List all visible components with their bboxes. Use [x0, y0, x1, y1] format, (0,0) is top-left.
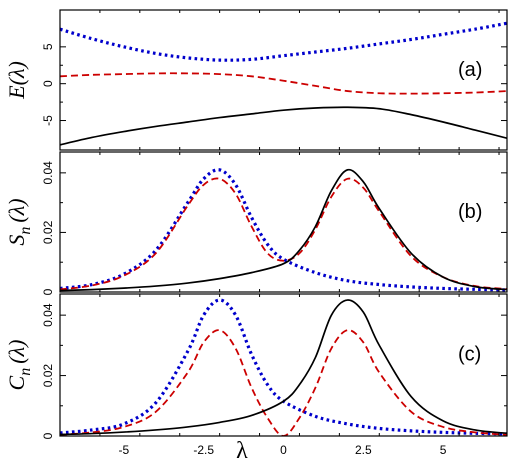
panel-b: 0 0.02 0.04 (b) Sn (λ) [4, 151, 508, 295]
y-tick-label: -5 [41, 115, 55, 126]
series-line-solid [60, 168, 507, 292]
series-line-solid [60, 299, 507, 436]
x-tick-label: -5 [119, 443, 130, 457]
series-line-dotted [60, 298, 507, 436]
series-group [60, 298, 507, 436]
y-axis-label: Cn (λ) [4, 340, 34, 391]
series-line-dotted [60, 21, 507, 62]
panel-label: (c) [458, 344, 481, 366]
y-tick-label: 5 [41, 43, 55, 50]
panel-a: -5 0 5 (a) E(λ) [4, 9, 508, 151]
y-tick-label: 0.02 [41, 220, 55, 244]
y-axis-label-subscript: n [17, 368, 34, 376]
panel-label: (a) [458, 59, 482, 81]
y-tick-label: 0 [41, 432, 55, 439]
panel-c: 0 0.02 0.04 (c) Cn (λ) -5 -2.5 0 2.5 5 λ [4, 293, 508, 464]
x-tick-label: 0 [280, 443, 287, 457]
x-tick-label: 2.5 [355, 443, 372, 457]
y-axis-label: E(λ) [4, 61, 29, 100]
y-axis-label-main: S [4, 235, 29, 246]
plot-frame [59, 293, 508, 437]
y-tick-label: 0 [41, 288, 55, 295]
y-axis-label: Sn (λ) [4, 198, 34, 245]
series-group [60, 21, 507, 146]
y-tick-label: 0.02 [41, 364, 55, 388]
plot-frame [59, 9, 508, 151]
series-line-dashed [60, 329, 507, 436]
panel-label: (b) [458, 201, 482, 223]
y-axis-label-main: C [4, 375, 29, 390]
y-axis-label-subscript: n [17, 227, 34, 235]
x-tick-label: -2.5 [193, 443, 214, 457]
x-tick-label: 5 [440, 443, 447, 457]
series-line-solid [60, 106, 507, 146]
series-line-dashed [60, 177, 507, 291]
series-line-dotted [60, 168, 507, 292]
series-group [60, 168, 507, 292]
series-line-dashed [60, 72, 507, 95]
y-axis-label-argument: (λ) [4, 340, 29, 364]
y-axis-label-argument: (λ) [4, 198, 29, 222]
y-tick-label: 0 [41, 80, 55, 87]
y-tick-label: 0.04 [41, 161, 55, 185]
y-tick-label: 0.04 [41, 303, 55, 327]
plot-frame [59, 151, 508, 293]
x-axis-label: λ [236, 438, 248, 464]
